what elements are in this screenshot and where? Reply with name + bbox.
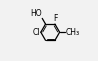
Text: HO: HO <box>30 9 42 18</box>
Text: CH₃: CH₃ <box>65 28 80 37</box>
Text: F: F <box>53 14 58 23</box>
Text: Cl: Cl <box>33 28 40 37</box>
